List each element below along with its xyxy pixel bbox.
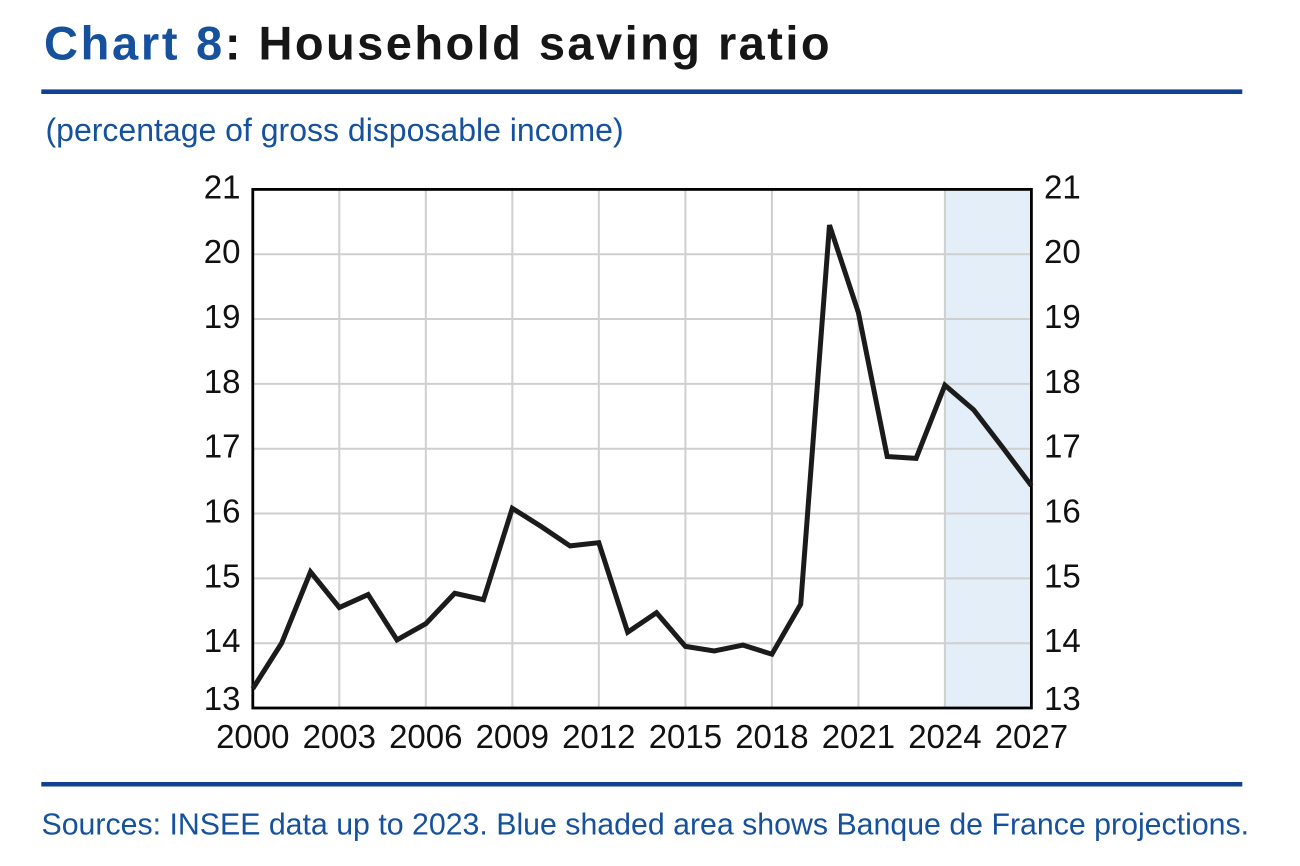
svg-text:2000: 2000 (216, 718, 289, 755)
svg-text:18: 18 (204, 363, 241, 400)
svg-text:13: 13 (1044, 680, 1081, 717)
svg-text:17: 17 (204, 428, 241, 465)
svg-text:2009: 2009 (476, 718, 549, 755)
svg-text:Chart 8: Household saving rati: Chart 8: Household saving ratio (44, 16, 832, 69)
svg-text:2003: 2003 (303, 718, 376, 755)
svg-text:2021: 2021 (822, 718, 895, 755)
svg-text:15: 15 (204, 557, 241, 594)
svg-text:14: 14 (1044, 622, 1081, 659)
svg-text:20: 20 (204, 233, 241, 270)
svg-text:14: 14 (204, 622, 241, 659)
svg-text:2012: 2012 (562, 718, 635, 755)
svg-text:(percentage of gross disposabl: (percentage of gross disposable income) (46, 112, 624, 148)
svg-text:19: 19 (204, 298, 241, 335)
svg-text:17: 17 (1044, 428, 1081, 465)
svg-text:2024: 2024 (908, 718, 981, 755)
svg-text:16: 16 (204, 493, 241, 530)
svg-text:15: 15 (1044, 557, 1081, 594)
svg-text:2018: 2018 (735, 718, 808, 755)
svg-text:Sources: INSEE data up to 2023: Sources: INSEE data up to 2023. Blue sha… (42, 809, 1250, 842)
svg-text:16: 16 (1044, 493, 1081, 530)
svg-text:2006: 2006 (389, 718, 462, 755)
svg-text:21: 21 (1044, 168, 1081, 205)
svg-text:2027: 2027 (995, 718, 1068, 755)
svg-text:2015: 2015 (649, 718, 722, 755)
svg-text:20: 20 (1044, 233, 1081, 270)
svg-text:19: 19 (1044, 298, 1081, 335)
svg-text:18: 18 (1044, 363, 1081, 400)
svg-text:13: 13 (204, 680, 241, 717)
svg-text:21: 21 (204, 168, 241, 205)
